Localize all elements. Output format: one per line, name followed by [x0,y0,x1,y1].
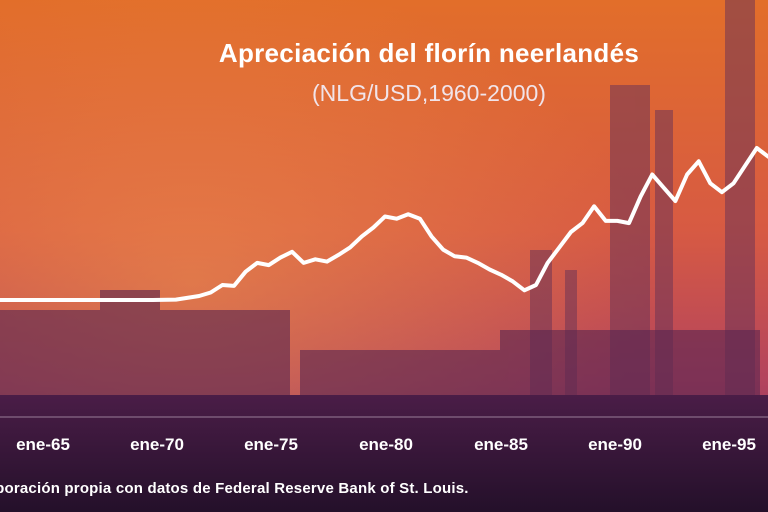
chart-title: Apreciación del florín neerlandés [218,38,640,68]
x-tick-label: ene-95 [702,435,756,454]
x-tick-label: ene-85 [474,435,528,454]
source-note: Elaboración propia con datos de Federal … [0,480,469,497]
x-tick-label: ene-70 [130,435,184,454]
x-tick-label: ene-90 [588,435,642,454]
series-line-nlg-usd [0,146,768,302]
x-tick-label: ene-80 [359,435,413,454]
x-axis-ticks: ene-65 ene-70 ene-75 ene-80 ene-85 ene-90 ene-… [16,435,756,454]
chart-subtitle: (NLG/USD,1960-2000) [312,80,546,106]
x-tick-label: ene-75 [244,435,298,454]
x-tick-label: ene-65 [16,435,70,454]
